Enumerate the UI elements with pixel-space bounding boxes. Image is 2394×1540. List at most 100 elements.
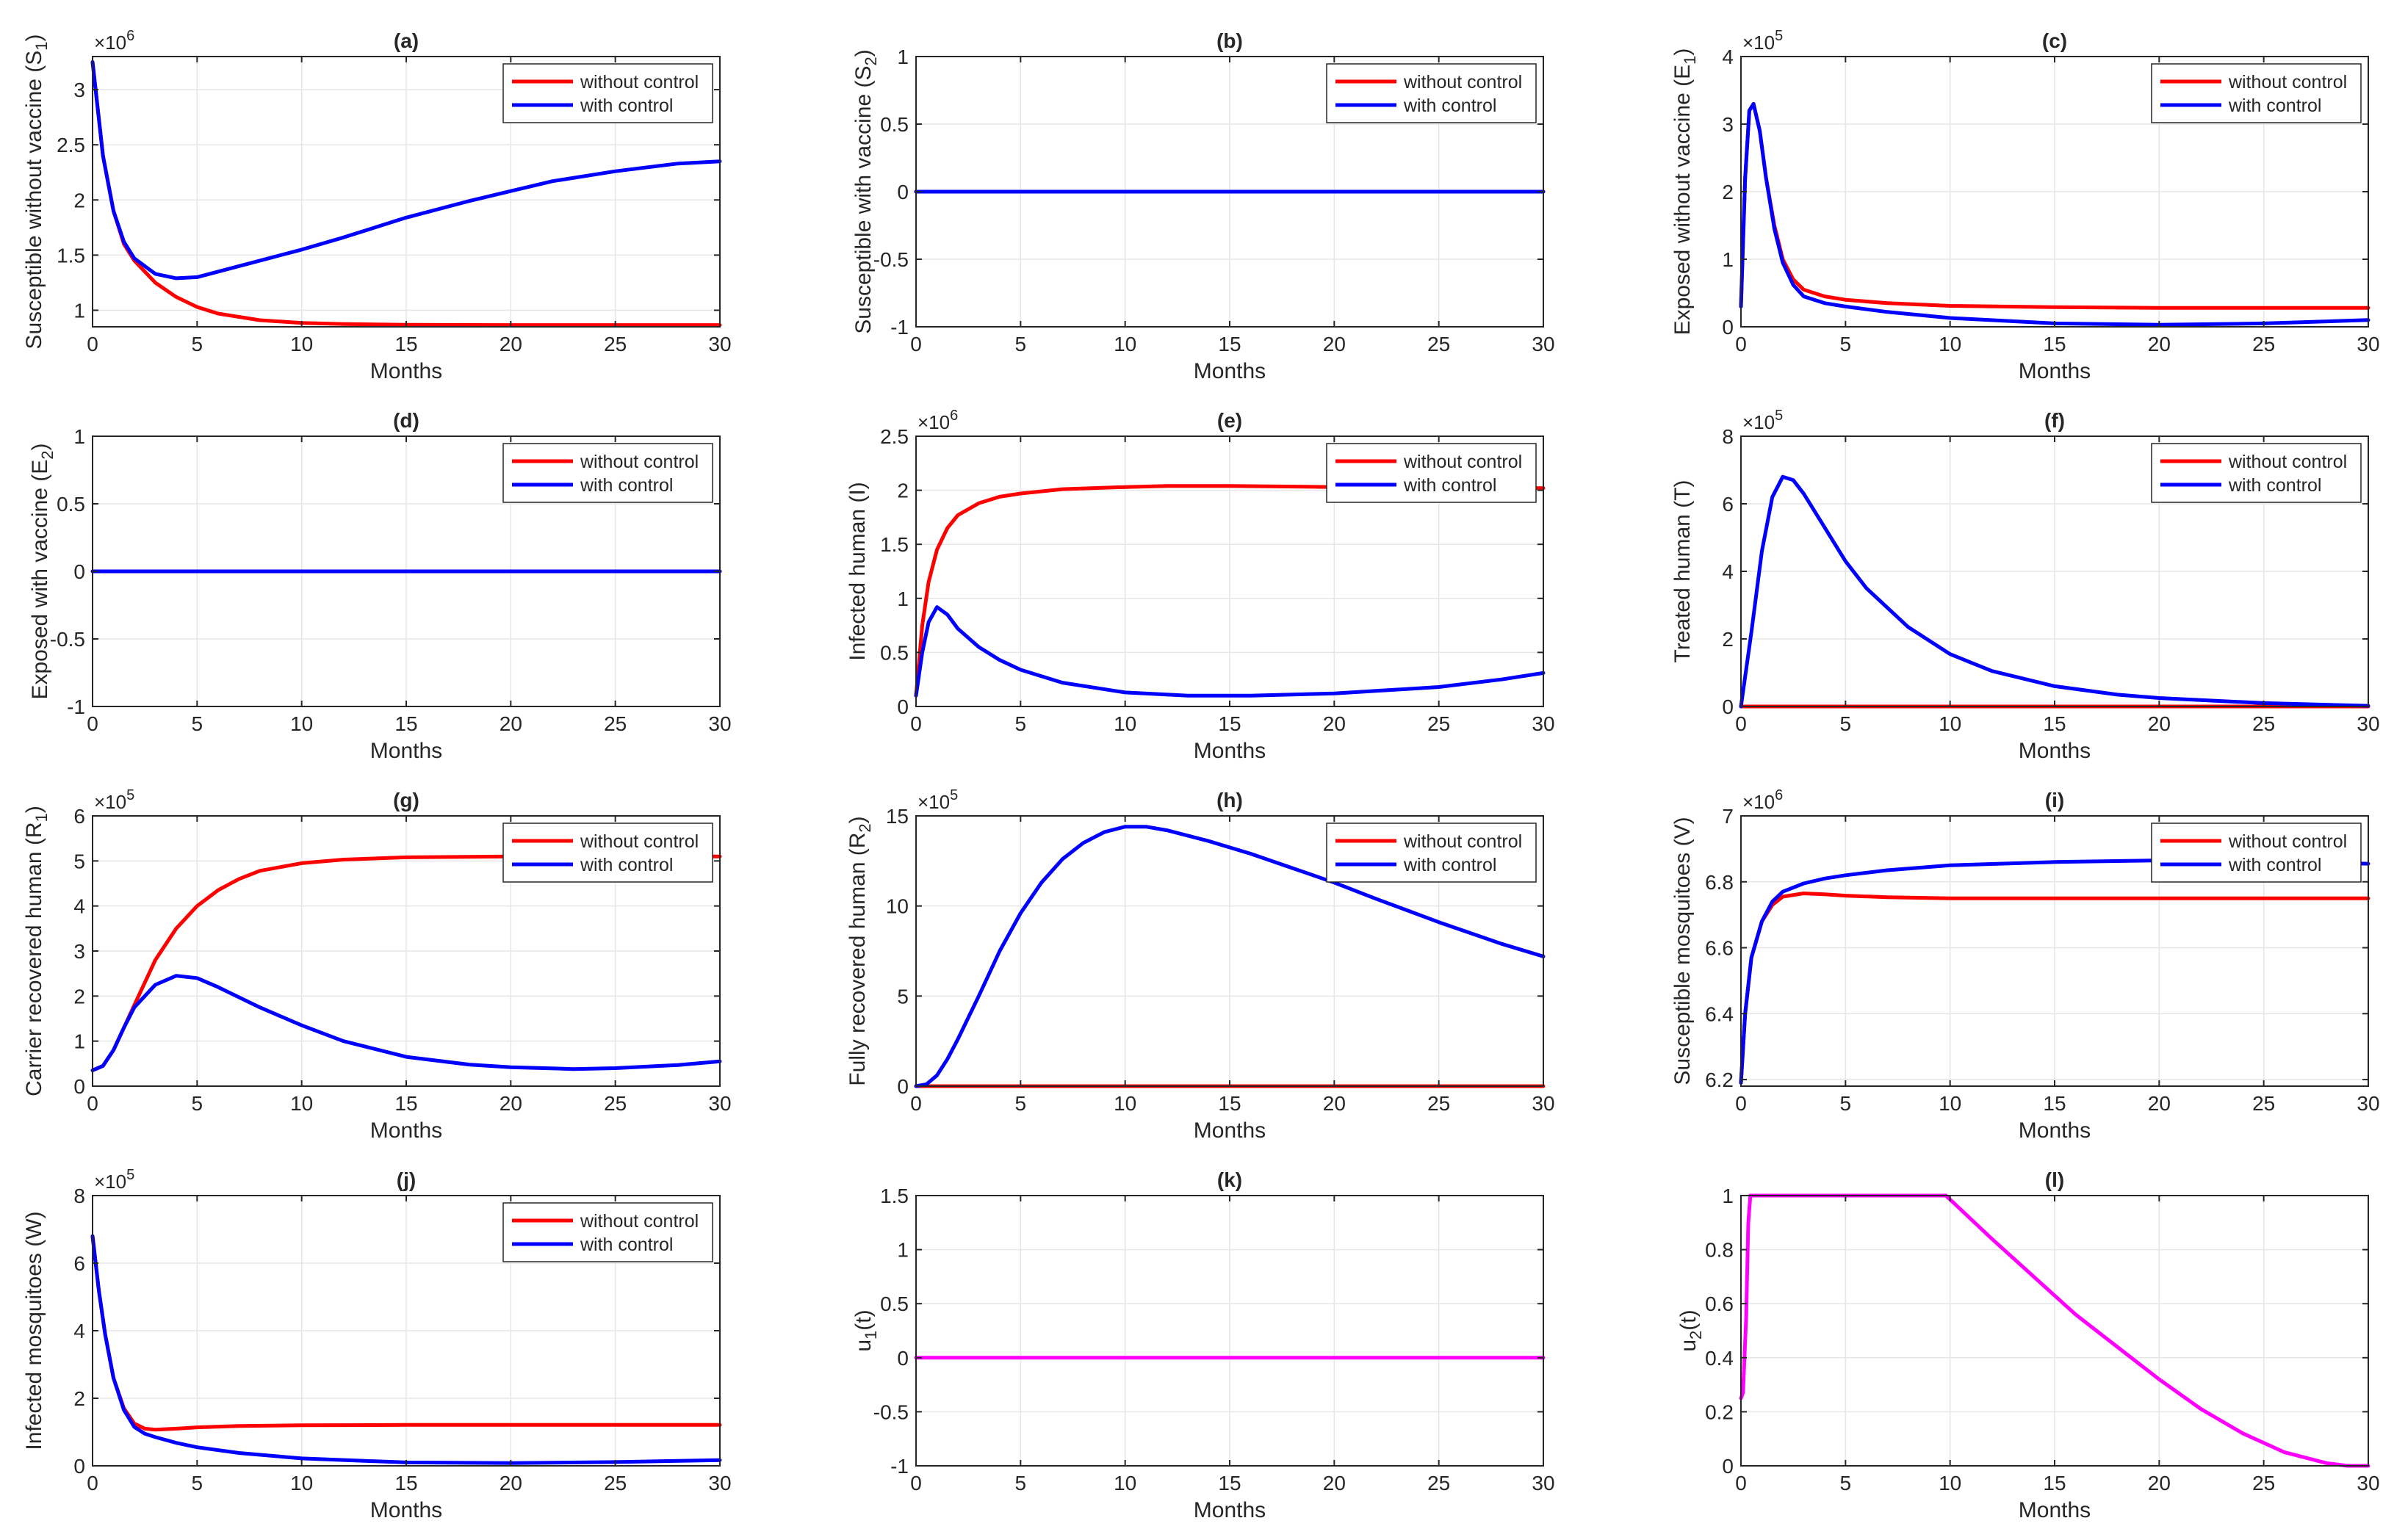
series-line-with-control [914, 825, 1546, 1088]
panel-title: (h) [1216, 789, 1243, 811]
x-axis-label: Months [370, 359, 442, 383]
panel-e: 0 5 10 15 20 25 30 0 0.5 1 1.5 2 2.5 (e) Months Infecte… [846, 408, 1555, 763]
axis-multiplier-exponent: 5 [950, 787, 958, 803]
y-axis-label-end: ) [846, 816, 870, 823]
y-tick-label: -1 [890, 1455, 909, 1478]
y-tick-label: 0 [73, 1075, 85, 1098]
panel-title: (a) [394, 29, 419, 52]
y-axis-label-main: Susceptible without vaccine (S [22, 51, 46, 350]
legend-label: with control [1403, 475, 1496, 496]
axis-multiplier-exponent: 5 [1775, 28, 1783, 44]
y-tick-label: 2 [73, 189, 85, 212]
x-tick-label: 15 [1218, 1472, 1241, 1494]
axis-multiplier: ×105 [1742, 28, 1783, 54]
x-tick-label: 5 [1840, 1472, 1852, 1494]
axis-multiplier: ×105 [1742, 408, 1783, 433]
legend-label: without control [1403, 831, 1522, 852]
x-tick-label: 20 [500, 1472, 522, 1494]
y-tick-label: 4 [73, 1320, 85, 1342]
x-tick-label: 10 [1939, 333, 1961, 355]
x-tick-label: 10 [1939, 1472, 1961, 1494]
y-axis-label-end: ) [1670, 48, 1695, 56]
y-tick-label: 1 [897, 588, 909, 610]
legend-label: with control [580, 855, 673, 875]
series-line-u2 [1739, 1193, 2370, 1468]
y-axis-label: Susceptible with vaccine (S2) [851, 49, 880, 333]
legend-label: with control [2228, 855, 2321, 875]
y-tick-label: 2 [897, 480, 909, 502]
y-tick-label: 2 [1722, 181, 1734, 203]
axis-multiplier-exponent: 6 [126, 28, 134, 44]
y-tick-label: 3 [1722, 113, 1734, 136]
x-tick-label: 0 [910, 1472, 922, 1494]
x-tick-label: 20 [1323, 1092, 1346, 1115]
axis-multiplier-exponent: 5 [126, 1167, 134, 1183]
axis-multiplier-base: ×10 [917, 411, 950, 433]
y-tick-label: 0 [897, 1075, 909, 1098]
axis-multiplier: ×105 [94, 1167, 134, 1193]
axis-multiplier-exponent: 6 [950, 408, 958, 424]
y-tick-label: 0.5 [880, 1293, 909, 1315]
y-tick-label: 8 [1722, 425, 1734, 448]
x-tick-label: 15 [1218, 333, 1241, 355]
x-tick-label: 25 [1427, 333, 1450, 355]
y-axis-label: Susceptible without vaccine (S1) [22, 34, 51, 349]
y-tick-label: 3 [73, 79, 85, 101]
y-axis-label-main: u [1676, 1340, 1701, 1352]
y-axis-label-subscript: 2 [1687, 1331, 1705, 1340]
legend-box [2151, 63, 2362, 123]
x-tick-label: 15 [394, 712, 417, 735]
legend-label: with control [580, 475, 673, 496]
x-tick-label: 0 [87, 712, 98, 735]
y-tick-label: 2.5 [57, 134, 85, 156]
x-tick-label: 20 [500, 712, 522, 735]
y-tick-label: 0.2 [1705, 1400, 1734, 1423]
y-tick-label: 0.5 [57, 493, 85, 516]
x-tick-label: 0 [87, 1092, 98, 1115]
x-tick-label: 30 [1532, 333, 1554, 355]
x-tick-label: 15 [394, 1092, 417, 1115]
x-tick-label: 0 [87, 333, 98, 355]
axis-multiplier: ×106 [1742, 787, 1783, 813]
legend-label: with control [2228, 475, 2321, 496]
x-tick-label: 0 [910, 333, 922, 355]
legend-label: with control [580, 1234, 673, 1255]
legend-box [1326, 63, 1537, 123]
x-tick-label: 15 [1218, 712, 1241, 735]
legend-label: without control [1403, 452, 1522, 472]
y-tick-label: 6.4 [1705, 1002, 1734, 1025]
y-tick-label: -0.5 [50, 628, 85, 651]
y-tick-label: 0.5 [880, 113, 909, 136]
y-tick-label: -0.5 [873, 248, 909, 271]
y-axis-label-end: ) [28, 443, 52, 450]
y-axis-label-main: u [851, 1340, 876, 1352]
panel-title: (c) [2042, 29, 2067, 52]
x-tick-label: 15 [394, 1472, 417, 1494]
panel-l: 0 5 10 15 20 25 30 0 0.2 0.4 0.6 0.8 1 (l) Months u2(t) [1676, 1168, 2380, 1522]
panel-title: (i) [2045, 789, 2064, 811]
y-tick-label: 0 [73, 560, 85, 583]
legend-label: without control [580, 72, 699, 93]
x-tick-label: 5 [1840, 712, 1852, 735]
x-axis-label: Months [370, 1118, 442, 1143]
x-tick-label: 5 [1015, 1472, 1027, 1494]
y-axis-label-subscript: 1 [32, 41, 51, 50]
x-axis-label: Months [370, 1498, 442, 1522]
y-tick-label: 1 [73, 1030, 85, 1053]
y-tick-label: 4 [1722, 560, 1734, 583]
legend-label: without control [2228, 452, 2347, 472]
y-tick-label: 6.2 [1705, 1069, 1734, 1091]
x-tick-label: 15 [2043, 333, 2066, 355]
legend-box [2151, 443, 2362, 503]
legend-label: with control [1403, 95, 1496, 116]
x-tick-label: 5 [1840, 333, 1852, 355]
x-tick-label: 15 [394, 333, 417, 355]
y-tick-label: 0 [73, 1455, 85, 1478]
y-tick-label: 6.6 [1705, 937, 1734, 960]
y-tick-label: 0 [897, 1347, 909, 1370]
